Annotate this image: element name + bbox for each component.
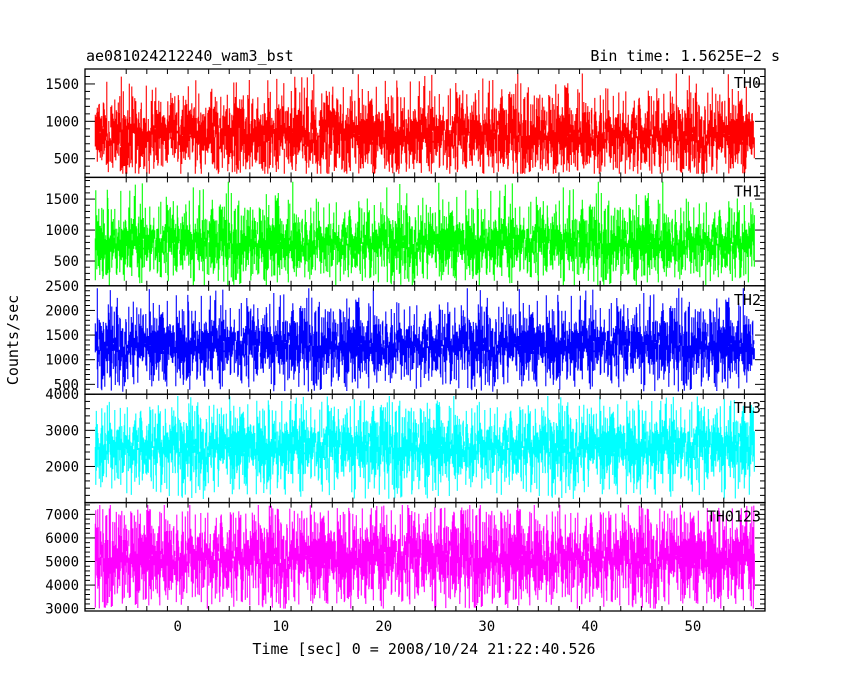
y-tick-label: 500 [54,152,79,168]
y-tick-label: 500 [54,254,79,270]
y-tick-label: 500 [54,377,79,393]
y-tick-label: 7000 [45,507,79,523]
panel-label-th0: TH0 [734,74,761,92]
y-tick-label: 2500 [45,279,79,295]
panel-label-th3: TH3 [734,399,761,417]
panel-th2: 500 1000 1500 2000 2500 TH2 [45,279,766,395]
x-axis-label: Time [sec] 0 = 2008/10/24 21:22:40.526 [252,640,595,658]
y-tick-label: 5000 [45,555,79,571]
y-tick-label: 3000 [45,423,79,439]
y-tick-label: 4000 [45,387,79,403]
panel-label-th0123: TH0123 [707,508,761,526]
panel-label-th1: TH1 [734,182,761,200]
y-axis-label: Counts/sec [4,295,22,385]
y-tick-label: 1000 [45,223,79,239]
y-tick-label: 1500 [45,328,79,344]
x-tick-label: 40 [581,619,598,635]
y-tick-label: 1500 [45,77,79,93]
panel-th0: 500 1000 1500 TH0 [45,68,766,179]
panel-th3: 2000 3000 4000 TH3 [45,387,766,504]
x-tick-label: 10 [272,619,289,635]
series-th1-trace [94,181,755,286]
panels-group: 500 1000 1500 TH0 500 1000 1500 TH1 500 1000 1500 2… [45,68,766,618]
x-tick-label: 30 [478,619,495,635]
y-tick-label: 4000 [45,578,79,594]
plot-title: ae081024212240_wam3_bst [86,47,294,65]
x-tick-label: 20 [375,619,392,635]
panel-th0123: 3000 4000 5000 6000 7000 TH0123 [45,501,766,618]
x-tick-label: 0 [174,619,182,635]
bin-time-label: Bin time: 1.5625E−2 s [590,47,780,65]
series-th3-trace [94,396,755,499]
series-th2-trace [94,288,755,392]
y-tick-label: 1500 [45,192,79,208]
y-tick-label: 3000 [45,602,79,618]
x-tick-label: 50 [684,619,701,635]
series-th0-trace [94,73,755,174]
y-tick-label: 6000 [45,531,79,547]
panel-th1: 500 1000 1500 TH1 [45,176,766,287]
y-tick-label: 1000 [45,114,79,130]
y-tick-label: 2000 [45,303,79,319]
series-th0123-trace [94,505,755,609]
y-tick-label: 1000 [45,353,79,369]
x-axis: 0 10 20 30 40 50 [174,619,702,635]
y-tick-label: 2000 [45,459,79,475]
panel-label-th2: TH2 [734,291,761,309]
